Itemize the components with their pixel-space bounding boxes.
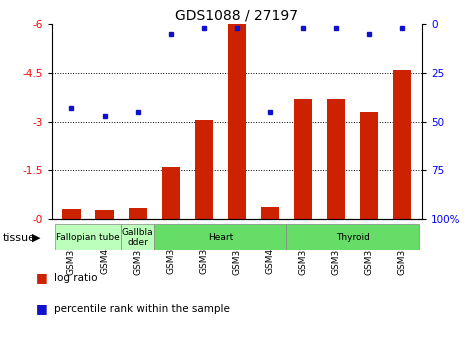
Text: Fallopian tube: Fallopian tube bbox=[56, 233, 120, 242]
Text: Heart: Heart bbox=[208, 233, 233, 242]
Bar bbox=[154, 224, 287, 250]
Bar bbox=[55, 224, 121, 250]
Text: log ratio: log ratio bbox=[54, 273, 98, 283]
Text: ■: ■ bbox=[36, 302, 48, 315]
Bar bbox=[162, 167, 180, 219]
Bar bbox=[261, 207, 279, 219]
Bar bbox=[294, 99, 312, 219]
Bar bbox=[195, 120, 213, 219]
Title: GDS1088 / 27197: GDS1088 / 27197 bbox=[175, 9, 298, 23]
Bar bbox=[327, 99, 345, 219]
Bar bbox=[360, 112, 378, 219]
Bar bbox=[95, 210, 113, 219]
Bar bbox=[393, 70, 411, 219]
Bar bbox=[62, 209, 81, 219]
Text: Thyroid: Thyroid bbox=[336, 233, 370, 242]
Bar bbox=[287, 224, 419, 250]
Text: ▶: ▶ bbox=[32, 233, 40, 243]
Bar bbox=[121, 224, 154, 250]
Text: percentile rank within the sample: percentile rank within the sample bbox=[54, 304, 230, 314]
Bar bbox=[129, 208, 147, 219]
Bar bbox=[228, 24, 246, 219]
Text: ■: ■ bbox=[36, 271, 48, 284]
Text: Gallbla
dder: Gallbla dder bbox=[122, 228, 153, 247]
Text: tissue: tissue bbox=[2, 233, 35, 243]
